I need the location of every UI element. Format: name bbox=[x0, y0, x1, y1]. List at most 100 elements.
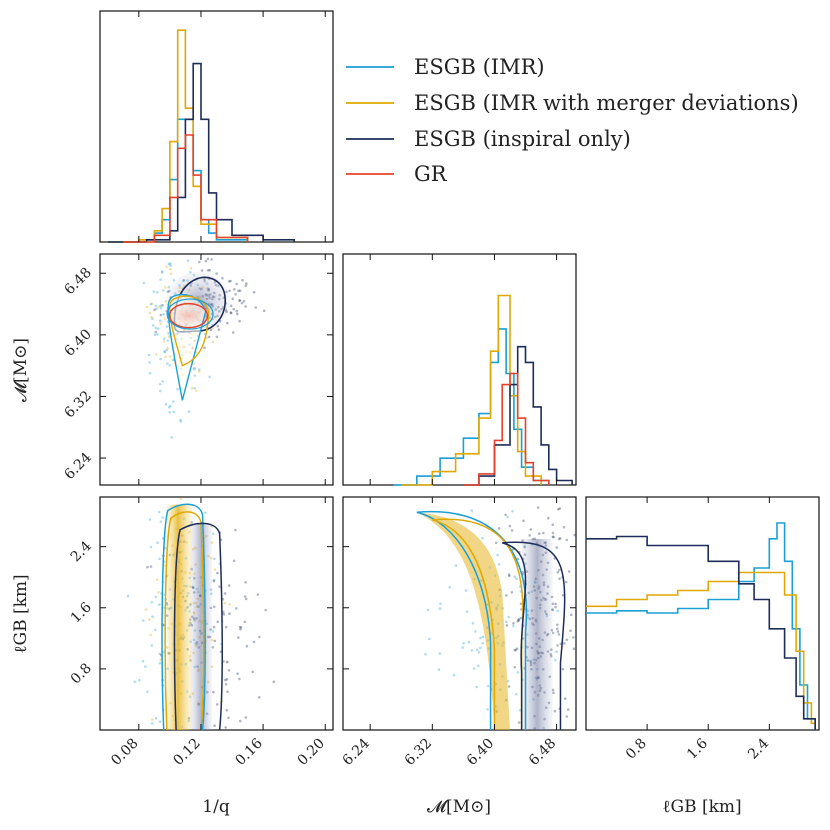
scatter-dot-esgb-inspiral bbox=[212, 690, 215, 694]
scatter-dot-esgb-inspiral bbox=[252, 290, 256, 294]
scatter-dot-esgb-inspiral bbox=[572, 636, 575, 639]
scatter-dot-esgb-imr bbox=[158, 662, 162, 665]
scatter-dot-esgb-inspiral bbox=[242, 299, 246, 303]
scatter-dot-esgb-imr bbox=[512, 624, 515, 628]
scatter-dot-esgb-imr bbox=[151, 317, 154, 321]
scatter-dot-esgb-imr bbox=[159, 306, 163, 310]
scatter-dot-esgb-inspiral bbox=[208, 268, 211, 272]
scatter-dot-esgb-imr bbox=[496, 553, 499, 557]
x-tick-label: 6.48 bbox=[526, 736, 559, 769]
scatter-dot-esgb-inspiral bbox=[258, 635, 261, 639]
scatter-dot-esgb-imr-merger bbox=[151, 718, 154, 721]
scatter-dot-esgb-imr bbox=[211, 630, 215, 633]
scatter-dot-esgb-inspiral bbox=[238, 625, 242, 629]
scatter-dot-esgb-imr bbox=[164, 402, 168, 406]
scatter-dot-esgb-inspiral bbox=[211, 646, 215, 649]
scatter-dot-esgb-imr bbox=[439, 602, 442, 606]
scatter-dot-esgb-inspiral bbox=[254, 306, 258, 309]
scatter-dot-esgb-imr bbox=[507, 615, 511, 619]
scatter-dot-esgb-inspiral bbox=[223, 592, 227, 595]
scatter-dot-esgb-imr bbox=[486, 708, 489, 711]
scatter-dot-esgb-inspiral bbox=[556, 571, 559, 574]
scatter-dot-esgb-imr-merger bbox=[190, 386, 194, 390]
scatter-dot-esgb-imr bbox=[464, 589, 468, 592]
scatter-dot-esgb-inspiral bbox=[562, 642, 566, 645]
panel-frames bbox=[99, 10, 820, 731]
scatter-dot-esgb-imr bbox=[179, 420, 183, 423]
legend: ESGB (IMR) ESGB (IMR with merger deviati… bbox=[346, 55, 799, 186]
scatter-dot-esgb-imr bbox=[176, 387, 179, 391]
scatter-dot-esgb-imr bbox=[481, 635, 485, 639]
scatter-dot-esgb-inspiral bbox=[510, 591, 514, 594]
scatter-dot-esgb-imr bbox=[454, 564, 458, 567]
scatter-dot-esgb-imr bbox=[166, 362, 169, 366]
scatter-dot-esgb-imr bbox=[187, 410, 191, 413]
scatter-dot-esgb-inspiral bbox=[240, 301, 244, 305]
scatter-dot-esgb-imr bbox=[424, 653, 427, 656]
scatter-dot-esgb-imr-merger bbox=[197, 370, 201, 373]
scatter-dot-esgb-imr-merger bbox=[225, 660, 229, 663]
scatter-dot-esgb-inspiral bbox=[558, 577, 561, 581]
scatter-dot-esgb-imr bbox=[505, 620, 508, 624]
scatter-dot-esgb-inspiral bbox=[217, 328, 221, 331]
scatter-dot-esgb-inspiral bbox=[235, 309, 239, 313]
scatter-dot-esgb-imr bbox=[186, 259, 190, 263]
scatter-dot-esgb-inspiral bbox=[244, 597, 248, 601]
scatter-dot-esgb-imr bbox=[155, 291, 159, 294]
scatter-dot-esgb-imr-merger bbox=[150, 302, 154, 306]
scatter-dot-esgb-imr bbox=[555, 650, 558, 653]
scatter-dot-esgb-imr bbox=[465, 610, 469, 613]
scatter-dot-esgb-inspiral bbox=[239, 626, 243, 629]
scatter-dot-esgb-imr bbox=[148, 361, 151, 364]
scatter-dot-esgb-imr bbox=[476, 648, 479, 652]
histograms bbox=[107, 29, 816, 730]
scatter-dot-esgb-inspiral bbox=[206, 269, 210, 272]
scatter-dot-esgb-imr bbox=[208, 375, 211, 379]
scatter-dot-esgb-inspiral bbox=[229, 304, 233, 308]
scatter-dot-esgb-imr bbox=[438, 652, 442, 655]
scatter-dot-esgb-inspiral bbox=[226, 660, 229, 664]
scatter-dot-esgb-imr-merger bbox=[163, 317, 167, 320]
scatter-dot-esgb-inspiral bbox=[244, 305, 247, 308]
x-axis-label-chirp-mass: 𝓜[M⊙] bbox=[427, 797, 491, 817]
scatter-dot-esgb-imr-merger bbox=[159, 322, 162, 325]
scatter-dot-esgb-inspiral bbox=[215, 703, 219, 706]
scatter-dot-esgb-imr-merger bbox=[150, 316, 153, 319]
scatter-dot-esgb-imr-merger bbox=[157, 590, 160, 594]
scatter-dot-esgb-imr-merger bbox=[154, 353, 158, 356]
scatter-dot-esgb-imr bbox=[497, 562, 501, 566]
scatter-dot-esgb-imr bbox=[159, 357, 162, 361]
scatter-dot-esgb-inspiral bbox=[231, 331, 235, 334]
scatter-dot-esgb-inspiral bbox=[200, 269, 204, 272]
scatter-dot-esgb-inspiral bbox=[225, 678, 229, 681]
scatter-dot-esgb-inspiral bbox=[551, 535, 555, 539]
scatter-dot-esgb-imr bbox=[204, 511, 207, 515]
scatter-dot-esgb-imr-merger bbox=[179, 497, 183, 501]
scatter-dot-esgb-inspiral bbox=[215, 335, 219, 339]
scatter-dot-esgb-imr-merger bbox=[195, 389, 198, 393]
scatter-dot-esgb-inspiral bbox=[226, 690, 229, 693]
scatter-dot-esgb-imr bbox=[158, 652, 162, 656]
scatter-dot-esgb-imr-merger bbox=[162, 340, 166, 343]
hist-chirp-mass-ESGB_IMR_merger bbox=[401, 294, 542, 486]
scatter-dot-esgb-inspiral bbox=[241, 278, 244, 282]
scatter-dot-esgb-imr bbox=[166, 339, 169, 342]
contour-inv-q-vs-chirp-mass-gr bbox=[168, 302, 209, 329]
contour-inv-q-vs-l-gb-esgb-imr-merger bbox=[164, 511, 205, 731]
scatter-dot-esgb-inspiral bbox=[232, 307, 235, 311]
density-esgb-inspiral bbox=[521, 539, 553, 730]
scatter-dot-esgb-inspiral bbox=[244, 716, 248, 719]
scatter-dot-esgb-imr bbox=[515, 577, 518, 580]
scatter-dot-esgb-inspiral bbox=[262, 309, 266, 313]
y-tick-label: 6.48 bbox=[61, 265, 94, 298]
contour-inv-q-vs-chirp-mass-esgb-imr-merger bbox=[169, 295, 210, 367]
scatter-dot-esgb-imr bbox=[554, 658, 557, 662]
scatter-dot-esgb-inspiral bbox=[216, 620, 219, 624]
scatter-dot-esgb-imr bbox=[168, 405, 171, 409]
scatter-dot-esgb-imr bbox=[154, 595, 158, 599]
scatter-dot-esgb-inspiral bbox=[228, 612, 231, 615]
scatter-dot-esgb-imr bbox=[481, 536, 484, 540]
scatter-dot-esgb-imr-merger bbox=[171, 358, 175, 362]
scatter-dot-esgb-imr bbox=[151, 324, 155, 327]
x-tick-label: 0.20 bbox=[295, 736, 328, 769]
